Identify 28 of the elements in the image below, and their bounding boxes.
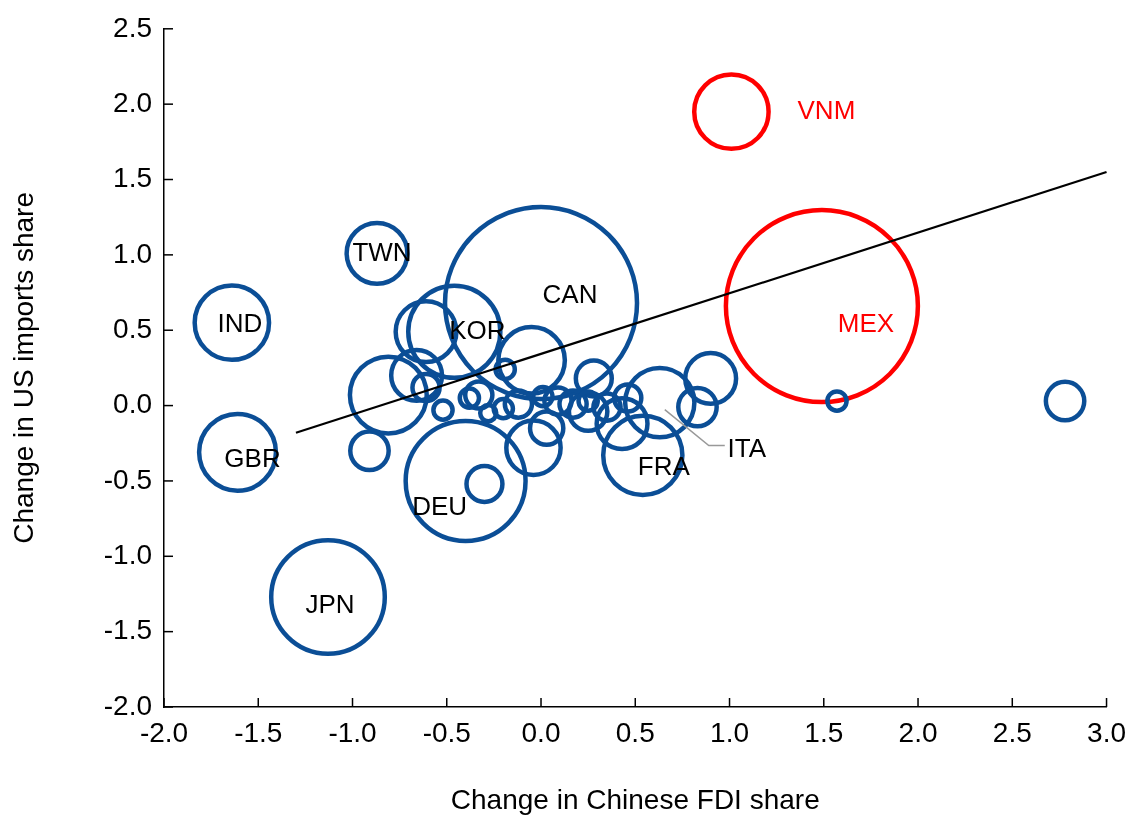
y-axis-title: Change in US imports share [7,192,39,544]
y-tick-label: -1.5 [103,614,152,646]
annotation: MEX [837,308,895,339]
annotation: DEU [412,491,468,522]
x-tick-label: -1.0 [328,716,377,748]
x-tick-label: -0.5 [422,716,471,748]
y-tick-label: 1.0 [113,237,152,269]
y-tick-label: 0.0 [113,388,152,420]
y-tick-label: 2.5 [113,11,152,43]
x-tick-label: -1.5 [234,716,283,748]
x-axis-title: Change in Chinese FDI share [450,783,820,815]
x-tick-label: 1.5 [804,716,844,748]
x-tick-label: 0.5 [615,716,655,748]
annotation: IND [217,307,263,338]
x-tick-label: 2.0 [898,716,938,748]
x-tick-label: 2.5 [992,716,1032,748]
x-tick-label: 3.0 [1087,716,1127,748]
annotation: VNM [797,94,856,125]
y-tick-label: -0.5 [103,463,152,495]
annotation: CAN [542,279,598,310]
y-tick-label: 2.0 [113,86,152,118]
annotation: JPN [305,589,355,620]
y-tick-label: 1.5 [113,162,152,194]
y-tick-label: 0.5 [113,312,152,344]
y-tick-label: -1.0 [103,539,152,571]
annotation: ITA [727,432,767,463]
x-tick-label: 0.0 [521,716,561,748]
x-tick-label: 1.0 [710,716,749,748]
